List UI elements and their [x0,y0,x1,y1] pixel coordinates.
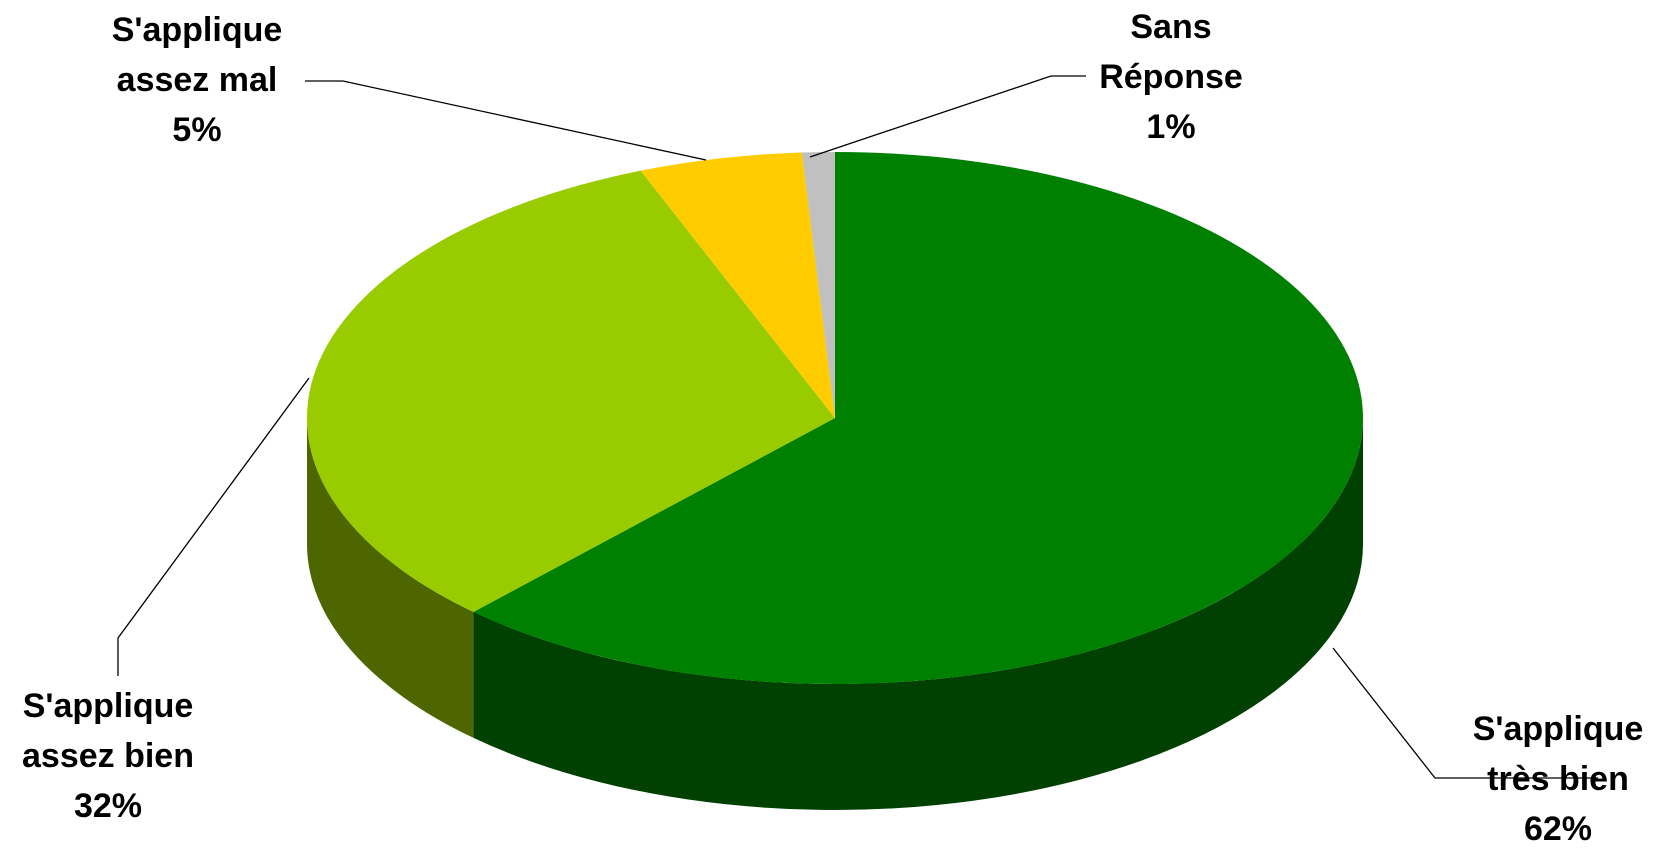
label-sans-reponse: Sans Réponse 1% [1071,2,1271,152]
label-tres-bien-line1: S'applique [1472,710,1644,748]
pie-side-assez-bien [307,418,474,738]
pie-tops [307,152,1363,684]
label-assez-bien-line1: S'applique [22,687,194,725]
pie-slice-sans-reponse [801,152,835,418]
label-tres-bien-value: 62% [1523,810,1593,848]
pie-slice-assez-bien [307,170,835,612]
label-assez-bien-line2: assez bien [22,737,194,775]
label-assez-mal-line1: S'applique [111,11,283,49]
label-sans-reponse-value: 1% [1146,108,1196,146]
label-tres-bien-line2: très bien [1487,760,1629,798]
label-assez-mal-line2: assez mal [116,61,278,99]
pie-sides [307,418,1363,810]
leader-line-tres-bien [1332,647,1598,779]
pie-slice-assez-mal [640,152,835,418]
label-tres-bien: S'applique très bien 62% [1458,704,1658,854]
label-assez-bien: S'applique assez bien 32% [8,681,208,831]
leader-lines [117,75,1598,779]
leader-line-assez-mal [305,80,707,161]
pie-slice-tres-bien [473,152,1363,684]
leader-line-assez-bien [117,377,310,676]
label-assez-bien-value: 32% [73,787,143,825]
label-assez-mal-value: 5% [172,111,222,149]
label-sans-reponse-line2: Réponse [1099,58,1243,96]
pie-side-tres-bien [473,418,1363,810]
leader-line-sans-reponse [809,75,1086,158]
label-sans-reponse-line1: Sans [1130,8,1212,46]
label-assez-mal: S'applique assez mal 5% [97,5,297,155]
